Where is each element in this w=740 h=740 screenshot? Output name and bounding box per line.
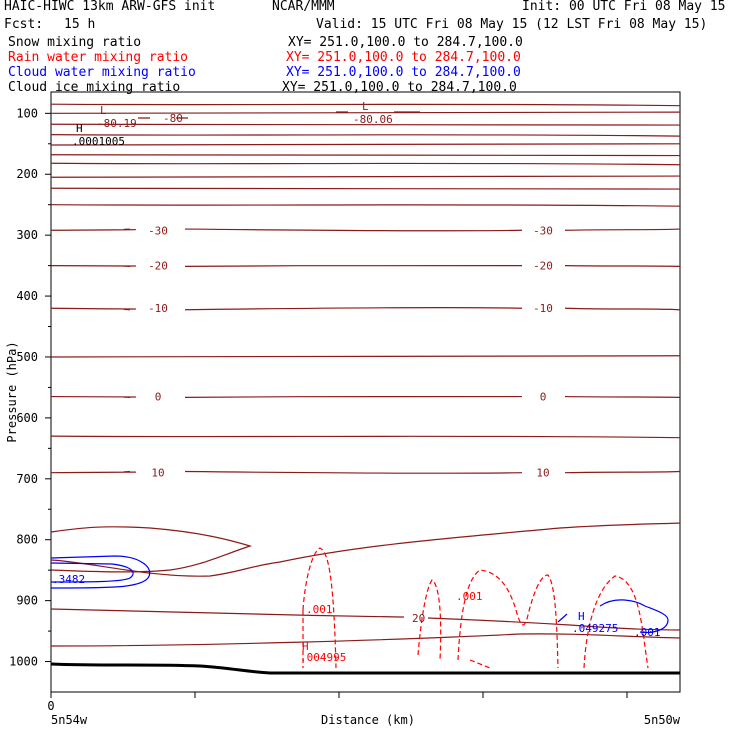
contour-annotation: .004995 [300,651,346,664]
init-time: Init: 00 UTC Fri 08 May 15 [522,0,726,14]
y-tick-label: 800 [16,533,38,547]
forecast-hour: 15 h [64,17,96,32]
contour-annotation: .3482 [52,573,85,586]
isotherm-line [50,175,681,178]
field-xy-cloud-ice: XY= 251.0,100.0 to 284.7,100.0 [282,80,517,95]
isotherm-line [50,134,681,137]
cloud-water-contour-left [50,555,151,589]
isotherm-line [50,228,681,232]
y-axis-label: Pressure (hPa) [5,341,19,442]
x-axis-label: Distance (km) [321,713,415,727]
rain-contour-5 [469,659,491,669]
contour-annotation: -80 [163,112,183,125]
isotherm-label: -10 [148,302,168,315]
isotherm-line [50,187,681,190]
isotherm-line [50,307,681,311]
rain-contour-2 [417,579,442,661]
contour-labels: -30 -30-20 -20-10 -100 010 10L-80.19 -80L-80.0… [52,100,661,664]
contour-annotation: 20 [412,612,425,625]
isotherm-label: 10 [151,467,164,480]
field-label-snow: Snow mixing ratio [8,35,142,50]
isotherm-line [50,111,681,114]
y-tick-label: 1000 [9,655,38,669]
valid-time: Valid: 15 UTC Fri 08 May 15 (12 LST Fri … [316,17,708,32]
rain-contour-4 [583,575,649,669]
contour-annotation: .001 [634,626,661,639]
isotherm-contours [50,103,681,474]
field-xy-cloud-water: XY= 251.0,100.0 to 284.7,100.0 [286,65,521,80]
isotherm-line [50,470,681,474]
isotherm-960 [50,633,681,647]
org-label: NCAR/MMM [272,0,335,14]
terrain-surface [50,662,680,675]
contour-annotation: -80.06 [353,113,393,126]
isotherm-line [50,103,681,107]
y-tick-label: 600 [16,411,38,425]
rain-contour-1 [302,547,337,669]
y-tick-label: 700 [16,472,38,486]
cloud-water-contour-left-inner [50,562,134,583]
cloud-water-contour-right [557,599,669,634]
isotherm-line [50,162,681,166]
x-left-location: 5n54w [51,713,88,727]
isotherm-label: -20 [533,260,553,273]
isotherm-820 [50,522,681,577]
isotherm-label: -20 [148,260,168,273]
isotherm-label: 10 [536,467,549,480]
field-xy-snow: XY= 251.0,100.0 to 284.7,100.0 [288,35,523,50]
contour-annotation: .001 [306,603,333,616]
contour-annotation: H [578,610,585,623]
isotherm-line [50,204,681,207]
isotherm-line [50,264,681,268]
isotherm-line [50,123,681,126]
rain-contour-3 [457,569,559,669]
y-tick-label: 400 [16,289,38,303]
isotherm-label: 0 [155,391,162,404]
special-contours [50,522,681,675]
isotherm-label: -10 [533,302,553,315]
isotherm-line [50,395,681,398]
isotherm-20 [50,608,681,631]
field-label-cloud-ice: Cloud ice mixing ratio [8,80,181,95]
contour-annotation: .0001005 [72,135,125,148]
contour-annotation: H [76,122,83,135]
isotherm-label: -30 [533,224,553,237]
y-tick-label: 500 [16,350,38,364]
field-label-cloud-water: Cloud water mixing ratio [8,65,196,80]
contour-annotation: H [302,640,309,653]
plot-frame [50,91,681,693]
y-tick-label: 100 [16,106,38,120]
isotherm-line [50,154,681,157]
contour-annotation: .001 [456,590,483,603]
y-tick-label: 200 [16,167,38,181]
x-right-location: 5n50w [644,713,681,727]
y-tick-label: 300 [16,228,38,242]
isotherm-line [50,435,681,439]
field-label-rain: Rain water mixing ratio [8,50,189,65]
x-origin-label: 0 [47,699,54,713]
forecast-label: Fcst: [4,17,44,32]
figure-title: HAIC-HIWC 13km ARW-GFS init [4,0,216,14]
isotherm-label: 0 [540,391,547,404]
contour-annotation: -80.19 [97,117,137,130]
contour-annotation: L [362,100,369,113]
isotherm-line [50,143,681,146]
field-xy-rain: XY= 251.0,100.0 to 284.7,100.0 [286,50,521,65]
isotherm-line [50,355,681,358]
isotherm-800-wave [50,526,252,573]
isotherm-label: -30 [148,224,168,237]
contour-annotation: .049275 [572,622,618,635]
contour-annotation: L [100,104,107,117]
y-tick-label: 900 [16,594,38,608]
